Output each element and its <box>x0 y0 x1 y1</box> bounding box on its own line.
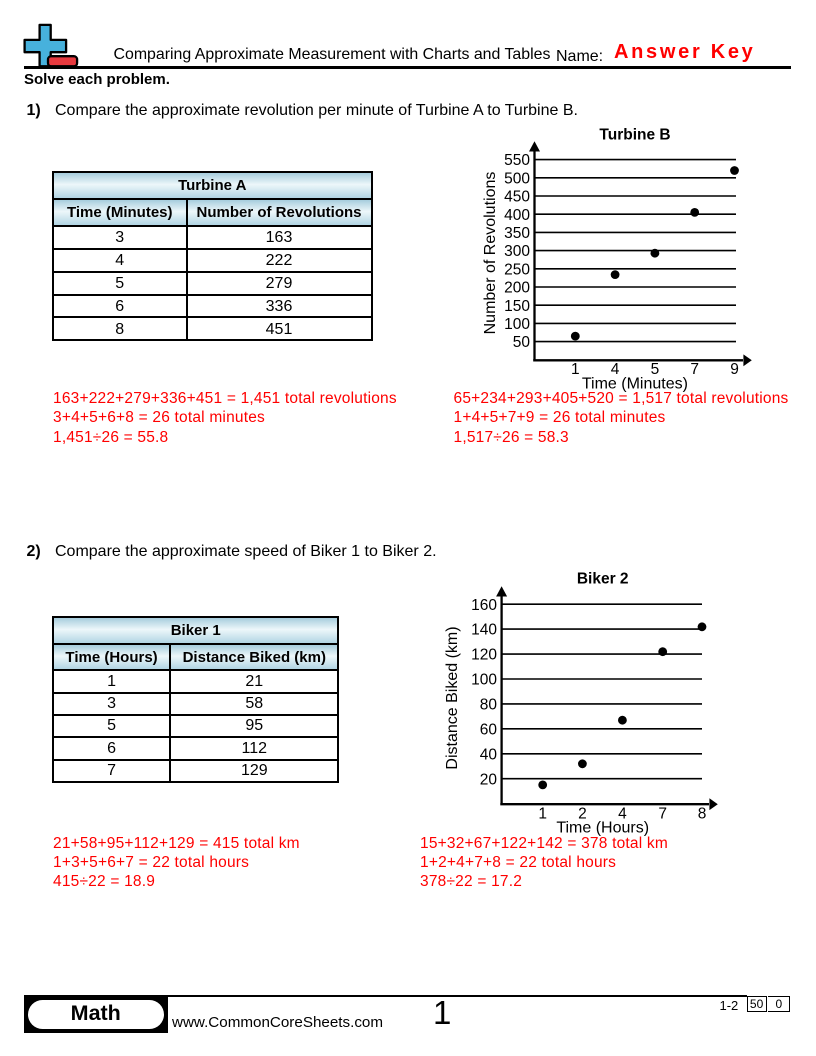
svg-text:5: 5 <box>651 361 660 378</box>
svg-text:Number of Revolutions: Number of Revolutions <box>482 172 499 335</box>
svg-text:9: 9 <box>730 361 739 378</box>
svg-text:400: 400 <box>504 207 530 224</box>
svg-text:Turbine B: Turbine B <box>599 127 670 144</box>
svg-text:100: 100 <box>504 316 530 333</box>
svg-text:Biker 2: Biker 2 <box>577 571 629 588</box>
svg-text:150: 150 <box>504 298 530 315</box>
svg-text:80: 80 <box>480 697 498 714</box>
svg-text:40: 40 <box>480 746 498 763</box>
svg-text:1: 1 <box>538 806 547 823</box>
svg-text:550: 550 <box>504 152 530 169</box>
svg-text:160: 160 <box>471 597 497 614</box>
svg-text:4: 4 <box>618 806 627 823</box>
svg-text:450: 450 <box>504 189 530 206</box>
svg-text:120: 120 <box>471 647 497 664</box>
svg-text:250: 250 <box>504 261 530 278</box>
svg-text:Time (Hours): Time (Hours) <box>556 820 649 837</box>
svg-text:350: 350 <box>504 225 530 242</box>
svg-text:2: 2 <box>578 806 587 823</box>
svg-text:8: 8 <box>698 806 707 823</box>
svg-text:Distance Biked (km): Distance Biked (km) <box>444 626 461 769</box>
svg-text:140: 140 <box>471 622 497 639</box>
svg-text:200: 200 <box>504 280 530 297</box>
svg-text:Time (Minutes): Time (Minutes) <box>582 376 688 393</box>
svg-text:1: 1 <box>571 361 580 378</box>
svg-text:100: 100 <box>471 672 497 689</box>
svg-text:7: 7 <box>658 806 667 823</box>
svg-text:50: 50 <box>513 334 531 351</box>
svg-text:20: 20 <box>480 771 498 788</box>
svg-text:60: 60 <box>480 721 498 738</box>
svg-text:300: 300 <box>504 243 530 260</box>
svg-text:500: 500 <box>504 170 530 187</box>
svg-text:7: 7 <box>690 361 699 378</box>
svg-text:4: 4 <box>611 361 620 378</box>
